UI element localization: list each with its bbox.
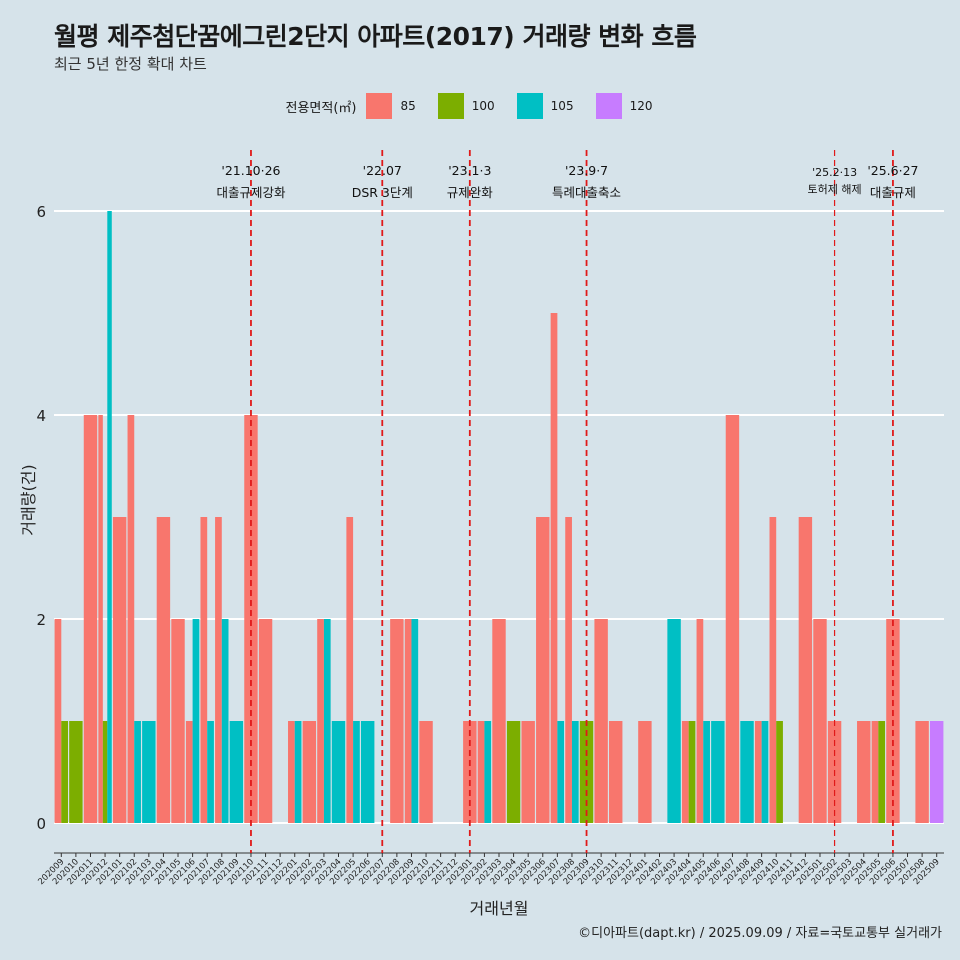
legend-title: 전용면적(㎡) <box>285 100 357 116</box>
event-label-202309: 특례대출축소 <box>552 185 621 200</box>
bar-202405-85 <box>696 619 704 823</box>
legend-label-105: 105 <box>550 99 574 113</box>
bar-202102-105 <box>134 721 141 823</box>
bar-202308-105 <box>571 721 579 823</box>
bar-202310-85 <box>594 619 608 823</box>
legend-swatch-85 <box>366 93 393 119</box>
legend-swatch-120 <box>595 93 622 119</box>
bar-202012-85 <box>98 415 103 823</box>
bar-202011-85 <box>83 415 98 823</box>
y-axis-title: 거래량(건) <box>19 464 38 535</box>
bar-202303-85 <box>492 619 506 823</box>
bar-202305-85 <box>521 721 535 823</box>
bar-202307-105 <box>557 721 565 823</box>
bar-202012-100 <box>102 721 108 823</box>
y-tick-label-6: 6 <box>36 203 46 221</box>
bar-202009-85 <box>54 619 62 823</box>
bar-202311-85 <box>609 721 623 823</box>
event-label-202502: 토허제 해제 <box>808 182 862 196</box>
bar-202404-100 <box>688 721 696 823</box>
y-tick-label-4: 4 <box>36 407 46 425</box>
bar-202201-85 <box>288 721 295 823</box>
bar-202203-85 <box>317 619 324 823</box>
bar-202504-85 <box>857 721 871 823</box>
bar-202410-85 <box>769 517 777 823</box>
bar-202209-105 <box>411 619 419 823</box>
bar-202104-85 <box>156 517 171 823</box>
bar-202210-85 <box>419 721 433 823</box>
bar-202108-85 <box>215 517 222 823</box>
y-tick-label-2: 2 <box>36 611 46 629</box>
bar-202103-105 <box>142 721 156 823</box>
legend-label-85: 85 <box>400 99 416 113</box>
chart-title: 월평 제주첨단꿈에그린2단지 아파트(2017) 거래량 변화 흐름 <box>54 22 697 51</box>
event-label-202207: DSR 3단계 <box>352 185 413 200</box>
bar-202205-105 <box>353 721 360 823</box>
bar-202509-120 <box>929 721 944 823</box>
bar-202107-85 <box>200 517 208 823</box>
bar-202105-85 <box>171 619 185 823</box>
event-label-202110: 대출규제강화 <box>216 185 286 200</box>
bar-202206-105 <box>360 721 375 823</box>
bar-202204-105 <box>331 721 346 823</box>
bar-202307-85 <box>550 313 558 823</box>
bar-202209-85 <box>404 619 412 823</box>
event-label-202301: 규제완화 <box>447 185 494 200</box>
bar-202106-105 <box>192 619 200 823</box>
legend-label-100: 100 <box>471 99 495 113</box>
bar-202302-105 <box>484 721 492 823</box>
bar-202304-100 <box>506 721 521 823</box>
bar-202107-105 <box>207 721 214 823</box>
bar-202407-85 <box>725 415 740 823</box>
bar-202505-100 <box>878 721 886 823</box>
event-date-202110: '21.10·26 <box>221 163 280 178</box>
bar-202009-100 <box>61 721 69 823</box>
bar-202412-85 <box>798 517 813 823</box>
bar-202401-85 <box>638 721 652 823</box>
event-date-202309: '23.9·7 <box>565 163 608 178</box>
bar-202409-85 <box>754 721 762 823</box>
bar-202208-85 <box>390 619 404 823</box>
bar-202508-85 <box>915 721 929 823</box>
bar-202306-85 <box>536 517 550 823</box>
legend: 전용면적(㎡) 85 100 105 120 <box>0 93 960 119</box>
bar-202408-105 <box>740 721 754 823</box>
event-date-202506: '25.6·27 <box>867 163 918 178</box>
event-date-202207: '22.07 <box>363 163 402 178</box>
bar-202302-85 <box>477 721 485 823</box>
legend-label-120: 120 <box>629 99 653 113</box>
legend-swatch-100 <box>437 93 464 119</box>
bar-202111-85 <box>258 619 273 823</box>
bar-202202-85 <box>302 721 317 823</box>
bar-202410-100 <box>776 721 783 823</box>
bar-202409-105 <box>761 721 769 823</box>
bar-202403-105 <box>667 619 681 823</box>
bar-202405-105 <box>703 721 710 823</box>
bar-202501-85 <box>813 619 827 823</box>
bar-202201-105 <box>294 721 302 823</box>
bar-202109-105 <box>229 721 244 823</box>
source-caption: ©디아파트(dapt.kr) / 2025.09.09 / 자료=국토교통부 실… <box>578 926 942 941</box>
bar-202108-105 <box>221 619 229 823</box>
y-tick-label-0: 0 <box>36 815 46 833</box>
bar-202404-85 <box>681 721 689 823</box>
bar-202106-85 <box>185 721 193 823</box>
bar-202203-105 <box>323 619 331 823</box>
bar-202010-100 <box>69 721 83 823</box>
bar-202012-105 <box>107 211 112 823</box>
bar-202406-105 <box>711 721 725 823</box>
event-date-202502: '25.2·13 <box>812 166 857 179</box>
bar-202102-85 <box>127 415 135 823</box>
event-date-202301: '23.1·3 <box>448 163 491 178</box>
bar-202205-85 <box>346 517 354 823</box>
bar-202308-85 <box>565 517 572 823</box>
bar-202101-85 <box>112 517 127 823</box>
x-axis-title: 거래년월 <box>470 899 529 918</box>
chart-subtitle: 최근 5년 한정 확대 차트 <box>54 55 207 73</box>
event-label-202506: 대출규제 <box>870 185 916 200</box>
bar-202505-85 <box>871 721 879 823</box>
legend-swatch-105 <box>516 93 543 119</box>
bar-202110-85 <box>244 415 258 823</box>
